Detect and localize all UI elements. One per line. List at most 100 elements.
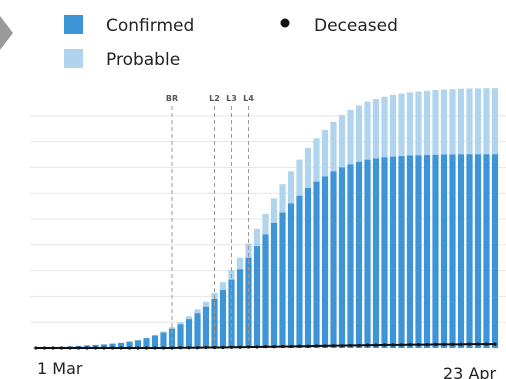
bar-confirmed	[304, 188, 312, 348]
bar-probable	[491, 88, 499, 155]
deceased-point	[119, 346, 123, 350]
bar-confirmed	[143, 338, 150, 348]
bar-confirmed	[253, 246, 261, 348]
deceased-point	[246, 345, 251, 349]
legend-label-probable: Probable	[106, 50, 180, 70]
bar-probable	[185, 316, 193, 320]
x-tick-start: 1 Mar	[37, 359, 83, 378]
deceased-point	[374, 343, 378, 347]
bar-probable	[347, 109, 354, 165]
deceased-point	[476, 342, 480, 346]
bar-confirmed	[296, 195, 303, 348]
bar-confirmed	[287, 203, 295, 348]
deceased-point	[255, 345, 259, 349]
bar-confirmed	[228, 279, 235, 348]
bar-probable	[304, 148, 312, 189]
bar-confirmed	[381, 157, 388, 348]
annotation-label: L2	[209, 94, 220, 103]
deceased-point	[263, 345, 268, 349]
bar-probable	[440, 89, 448, 155]
bar-confirmed	[474, 154, 482, 348]
bar-probable	[270, 198, 278, 223]
bar-probable	[423, 90, 431, 156]
bars	[32, 88, 499, 349]
deceased-point	[187, 346, 191, 350]
bar-probable	[474, 88, 482, 155]
bar-confirmed	[321, 176, 329, 348]
deceased-point	[416, 343, 421, 347]
bar-confirmed	[423, 155, 431, 348]
bar-confirmed	[483, 154, 490, 348]
deceased-point	[467, 342, 472, 346]
bar-probable	[279, 184, 286, 213]
deceased-point	[289, 344, 293, 349]
deceased-point	[161, 346, 166, 350]
bar-confirmed	[109, 343, 116, 348]
bar-confirmed	[151, 335, 159, 348]
bar-confirmed	[338, 167, 346, 348]
bar-confirmed	[313, 181, 320, 348]
annotation-label: L3	[226, 94, 237, 103]
bar-probable	[432, 90, 439, 155]
bar-probable	[483, 88, 490, 155]
deceased-point	[348, 343, 353, 348]
bar-probable	[245, 243, 252, 258]
bar-confirmed	[355, 161, 363, 348]
x-tick-end: 23 Apr	[443, 364, 497, 379]
deceased-point	[76, 346, 81, 350]
annotation-label: BR	[166, 94, 178, 103]
deceased-point	[102, 346, 106, 350]
bar-confirmed	[372, 158, 380, 348]
legend-label-deceased: Deceased	[314, 16, 398, 36]
bar-confirmed	[194, 313, 201, 348]
deceased-point	[493, 342, 497, 346]
bar-confirmed	[432, 154, 439, 348]
bar-confirmed	[219, 289, 227, 348]
bar-confirmed	[262, 234, 269, 348]
bar-probable	[160, 331, 167, 333]
deceased-point	[314, 344, 319, 348]
bar-confirmed	[100, 344, 108, 348]
deceased-point	[51, 346, 55, 350]
bar-confirmed	[364, 159, 371, 348]
bar-confirmed	[117, 342, 125, 348]
bar-probable	[262, 213, 269, 235]
bar-probable	[236, 257, 244, 270]
legend-label-confirmed: Confirmed	[106, 16, 194, 36]
deceased-point	[238, 345, 242, 349]
bar-confirmed	[126, 341, 133, 348]
deceased-point	[323, 344, 327, 348]
bar-confirmed	[134, 340, 142, 348]
legend-marker-deceased	[280, 18, 290, 28]
bar-probable	[415, 91, 422, 156]
deceased-point	[484, 342, 489, 346]
bar-probable	[253, 228, 261, 247]
bar-confirmed	[466, 154, 473, 348]
deceased-point	[59, 346, 64, 350]
bar-probable	[389, 94, 397, 157]
bar-probable	[151, 334, 159, 336]
bar-probable	[466, 88, 473, 155]
bar-probable	[372, 99, 380, 159]
deceased-point	[204, 345, 208, 350]
deceased-point	[442, 342, 446, 346]
bar-confirmed	[491, 154, 499, 348]
bar-probable	[457, 88, 465, 155]
bar-confirmed	[270, 222, 278, 348]
bar-confirmed	[440, 154, 448, 348]
bar-probable	[406, 92, 414, 156]
bar-probable	[287, 171, 295, 204]
deceased-point	[331, 344, 336, 348]
bar-confirmed	[330, 171, 337, 348]
deceased-point	[382, 343, 387, 347]
deceased-point	[272, 345, 276, 349]
back-arrow-icon[interactable]	[0, 16, 13, 50]
deceased-point	[68, 346, 72, 350]
deceased-point	[93, 346, 98, 350]
deceased-point	[221, 345, 225, 350]
deceased-point	[450, 342, 455, 346]
deceased-point	[42, 346, 47, 350]
bar-confirmed	[415, 155, 422, 348]
bar-probable	[355, 105, 363, 162]
annotations: BR L2 L3 L4	[166, 94, 254, 348]
